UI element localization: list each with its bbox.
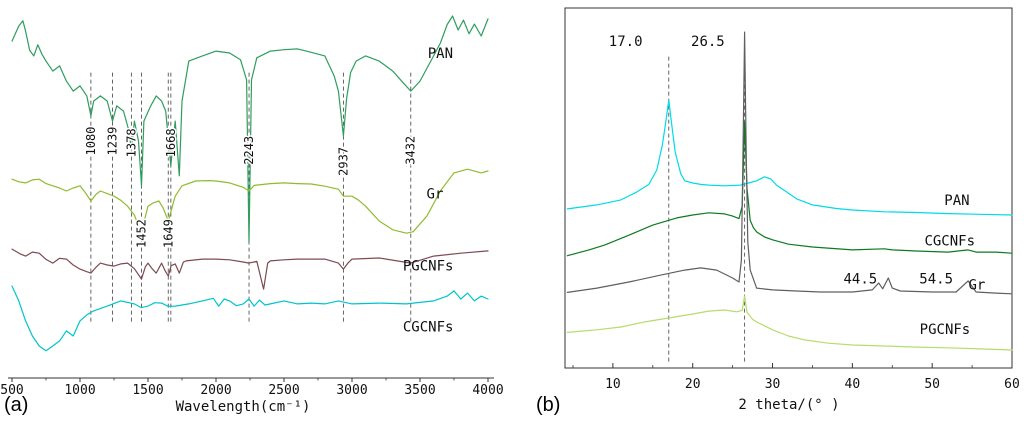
- series-pan: [11, 15, 489, 244]
- tick-label-2000: 2000: [200, 383, 231, 398]
- series-label-cgcnfs: CGCNFs: [924, 234, 975, 250]
- annotation-3432: 3432: [404, 136, 418, 165]
- series-label-pan: PAN: [944, 193, 969, 209]
- series-label-cgcnfs: CGCNFs: [403, 320, 454, 336]
- annotation-1080: 1080: [84, 127, 98, 156]
- series-gr: [11, 168, 489, 234]
- tick-label-4000: 4000: [472, 383, 503, 398]
- series-pgcnfs: [11, 248, 489, 290]
- tick-label-40: 40: [845, 377, 861, 392]
- annotation-1649: 1649: [161, 219, 175, 248]
- tick-label-50: 50: [924, 377, 940, 392]
- tick-label-60: 60: [1004, 377, 1020, 392]
- tick-label-500: 500: [0, 383, 23, 398]
- x-axis-title: Wavelength(cm⁻¹): [176, 399, 311, 415]
- tick-label-10: 10: [605, 377, 621, 392]
- panel-a: 500 1000 1500 2000 2500 3000 3500 4000 Wavelengt…: [0, 15, 504, 415]
- tick-label-3000: 3000: [336, 383, 367, 398]
- series-cgcnfs: [566, 121, 1013, 257]
- series-label-gr: Gr: [427, 186, 444, 202]
- panel-b: 10 20 30 40 50 60 2 theta/(° ) PAN CGCNFs Gr PGCNF…: [564, 7, 1020, 413]
- tick-label-30: 30: [765, 377, 781, 392]
- annotation-1239: 1239: [106, 127, 120, 156]
- tick-label-1500: 1500: [132, 383, 163, 398]
- series-label-pgcnfs: PGCNFs: [403, 259, 454, 275]
- annotation-2937: 2937: [336, 147, 350, 176]
- series-pan: [566, 99, 1013, 216]
- plot-border: [564, 7, 1013, 369]
- series-pgcnfs: [566, 295, 1013, 351]
- series-label-gr: Gr: [968, 278, 985, 294]
- x-axis-title: 2 theta/(° ): [738, 397, 839, 413]
- panel-b-tag: (b): [536, 394, 561, 416]
- series-cgcnfs: [11, 285, 489, 352]
- series-label-pan: PAN: [428, 46, 453, 62]
- annotation-2243: 2243: [242, 136, 256, 165]
- series-label-pgcnfs: PGCNFs: [920, 322, 971, 338]
- annotation-54.5: 54.5: [919, 271, 953, 287]
- tick-label-3500: 3500: [404, 383, 435, 398]
- annotation-1668: 1668: [164, 128, 178, 157]
- series-gr: [566, 31, 1013, 295]
- annotation-26.5: 26.5: [691, 34, 725, 50]
- tick-label-1000: 1000: [64, 383, 95, 398]
- annotation-1452: 1452: [134, 219, 148, 248]
- annotation-17.0: 17.0: [609, 34, 643, 50]
- panel-a-tag: (a): [4, 394, 29, 416]
- tick-label-2500: 2500: [268, 383, 299, 398]
- annotation-44.5: 44.5: [843, 271, 877, 287]
- tick-label-20: 20: [685, 377, 701, 392]
- annotation-1378: 1378: [124, 128, 138, 157]
